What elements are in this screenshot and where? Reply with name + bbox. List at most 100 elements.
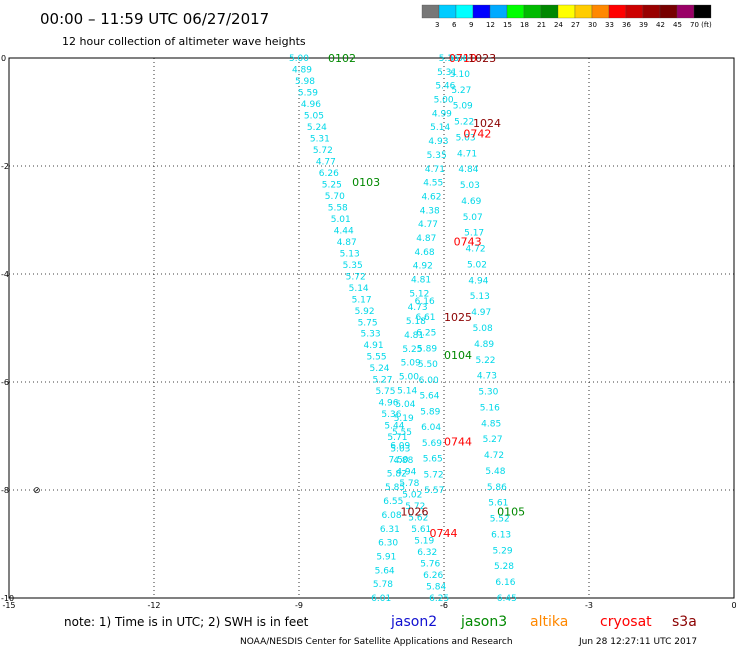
pass-time-label: 1024	[473, 117, 501, 130]
swh-value: 5.75	[375, 387, 395, 397]
swh-value: 5.64	[375, 566, 395, 576]
swh-value: 5.72	[405, 502, 425, 512]
pass-time-label: 0744	[444, 435, 472, 448]
color-scale-swatch	[591, 4, 610, 19]
swh-value: 5.00	[289, 54, 309, 64]
color-scale-label: 3	[435, 21, 439, 29]
swh-value: 5.10	[450, 70, 470, 80]
swh-value: 5.02	[467, 260, 487, 270]
swh-value: 5.22	[454, 118, 474, 128]
swh-value: 5.13	[470, 292, 490, 302]
satellite-legend-item: altika	[530, 614, 568, 630]
swh-value: 5.84	[426, 583, 446, 593]
swh-value: 4.96	[378, 399, 398, 409]
swh-value: 4.81	[404, 331, 424, 341]
swh-value: 5.19	[394, 414, 414, 424]
swh-value: 6.30	[378, 539, 398, 549]
swh-value: 5.14	[430, 123, 450, 133]
swh-value: 5.25	[322, 180, 342, 190]
x-axis-ticks: -15 -12 -9 -6 -3 0	[2, 601, 736, 610]
swh-value: 4.94	[396, 468, 416, 478]
swh-value: 4.84	[458, 165, 478, 175]
swh-value: 5.02	[402, 491, 422, 501]
color-scale-label: 9	[469, 21, 473, 29]
pass-time-label: 0744	[430, 527, 458, 540]
swh-value: 5.14	[349, 284, 369, 294]
x-tick-label: -15	[2, 601, 15, 610]
swh-value: 5.50	[418, 360, 438, 370]
color-scale-legend: 3 6 9 12 15 18 21 24 27 30 33 36 39 42 45 70 (ft)	[421, 4, 712, 29]
chart-subtitle: 12 hour collection of altimeter wave hei…	[62, 35, 306, 48]
swh-value: 5.48	[485, 467, 505, 477]
swh-value: 6.25	[429, 594, 449, 604]
swh-value: 5.36	[381, 410, 401, 420]
satellite-legend: jason2 jason3 altika cryosat s3a	[390, 614, 697, 630]
swh-value: 5.19	[414, 537, 434, 547]
swh-value: 7.50	[388, 456, 408, 466]
altimeter-tracks: 5.004.895.985.594.965.055.245.315.724.77…	[289, 54, 517, 604]
swh-value: 5.72	[346, 272, 366, 282]
swh-value: 6.32	[417, 548, 437, 558]
pass-time-label: 1023	[468, 52, 496, 65]
color-scale-swatch	[642, 4, 661, 19]
color-scale-swatch	[676, 4, 695, 19]
swh-value: 4.38	[420, 206, 440, 216]
swh-value: 5.52	[490, 515, 510, 525]
swh-value: 5.72	[424, 470, 444, 480]
swh-value: 6.16	[415, 297, 435, 307]
swh-value: 5.12	[409, 289, 429, 299]
color-scale-label: 33	[605, 21, 614, 29]
swh-value: 5.18	[406, 317, 426, 327]
swh-value: 5.09	[453, 102, 473, 112]
y-tick-label: -10	[1, 594, 14, 603]
pass-time-label: 0103	[352, 176, 380, 189]
swh-value: 5.61	[488, 499, 508, 509]
swh-value: 5.59	[298, 88, 318, 98]
swh-value: 4.73	[408, 303, 428, 313]
swh-value: 4.87	[337, 238, 357, 248]
swh-value: 4.68	[415, 248, 435, 258]
swh-value: 6.08	[382, 511, 402, 521]
swh-value: 4.44	[334, 226, 354, 236]
swh-value: 5.55	[367, 353, 387, 363]
swh-value: 5.05	[304, 111, 324, 121]
swh-value: 4.99	[432, 109, 452, 119]
swh-value: 5.89	[417, 344, 437, 354]
y-tick-label: -2	[1, 162, 9, 171]
swh-value: 4.94	[468, 276, 488, 286]
swh-value: 5.08	[473, 324, 493, 334]
swh-value: 5.89	[420, 407, 440, 417]
color-scale-swatch	[608, 4, 627, 19]
swh-value: 5.58	[328, 203, 348, 213]
swh-value: 5.01	[331, 215, 351, 225]
color-scale-swatch	[625, 4, 644, 19]
y-axis-ticks: 0 -2 -4 -6 -8 -10	[1, 54, 14, 603]
swh-value: 5.35	[427, 151, 447, 161]
color-scale-label: 18	[520, 21, 529, 29]
swh-value: 4.97	[471, 308, 491, 318]
swh-value: 5.24	[369, 364, 389, 374]
plot-frame	[8, 57, 735, 599]
swh-value: 5.00	[399, 372, 419, 382]
swh-value: 5.44	[384, 422, 404, 432]
color-scale-label: 42	[656, 21, 665, 29]
color-scale-swatch	[489, 4, 508, 19]
swh-value: 5.16	[480, 403, 500, 413]
swh-value: 4.72	[466, 245, 486, 255]
swh-value: 6.31	[380, 525, 400, 535]
swh-value: 6.16	[495, 578, 515, 588]
swh-value: 5.57	[424, 486, 444, 496]
generated-timestamp: Jun 28 12:27:11 UTC 2017	[578, 637, 697, 647]
swh-value: 5.35	[343, 261, 363, 271]
color-scale-swatch	[693, 4, 712, 19]
swh-value: 5.91	[376, 552, 396, 562]
color-scale-label: 30	[588, 21, 597, 29]
color-scale-label: 70 (ft)	[690, 21, 712, 29]
swh-value: 5.00	[434, 96, 454, 106]
color-scale-label: 15	[503, 21, 512, 29]
swh-value: 5.24	[307, 123, 327, 133]
color-scale-swatch	[438, 4, 457, 19]
x-tick-label: -3	[585, 601, 593, 610]
swh-value: 6.13	[491, 530, 511, 540]
